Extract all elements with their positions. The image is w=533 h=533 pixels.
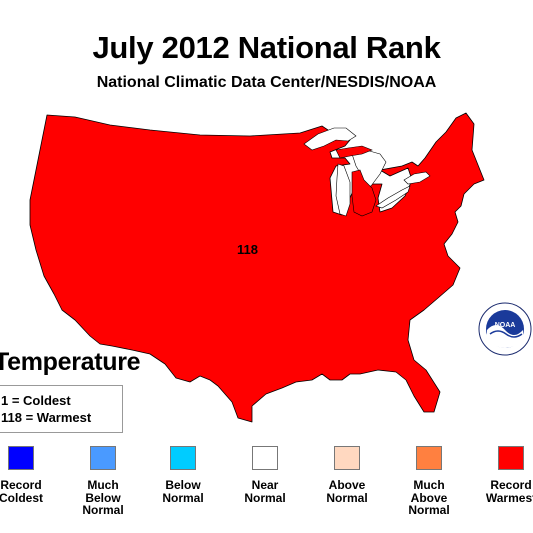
- legend-label: Below Normal: [162, 478, 204, 505]
- legend-item-record-warmest: Record Warmest: [466, 446, 533, 504]
- lake-michigan: [335, 163, 351, 217]
- legend-swatch: [90, 446, 116, 470]
- legend-label: Record Coldest: [0, 478, 43, 505]
- lake-ontario: [403, 171, 431, 185]
- legend-swatch: [416, 446, 442, 470]
- legend-label: Record Warmest: [485, 478, 533, 505]
- rank-key-box: 1 = Coldest 118 = Warmest: [0, 385, 123, 433]
- variable-heading: Temperature: [0, 348, 141, 376]
- national-rank-value: 118: [237, 242, 258, 257]
- map-title: July 2012 National Rank: [92, 30, 441, 65]
- map-subtitle: National Climatic Data Center/NESDIS/NOA…: [96, 74, 437, 91]
- legend-item-near-normal: Near Normal: [220, 446, 310, 504]
- lake-erie: [375, 185, 411, 209]
- legend-label: Much Below Normal: [82, 478, 124, 517]
- legend-item-much-below-normal: Much Below Normal: [58, 446, 148, 517]
- legend-swatch: [252, 446, 278, 470]
- noaa-logo-text: NOAA: [495, 322, 516, 329]
- legend-label: Much Above Normal: [408, 478, 450, 517]
- legend-item-below-normal: Below Normal: [138, 446, 228, 504]
- michigan-upper-peninsula: [335, 145, 373, 159]
- legend-item-above-normal: Above Normal: [302, 446, 392, 504]
- legend-swatch: [170, 446, 196, 470]
- legend-swatch: [498, 446, 524, 470]
- legend-item-record-coldest: Record Coldest: [0, 446, 66, 504]
- noaa-logo: NOAA: [478, 302, 532, 356]
- rank-key-warmest: 118 = Warmest: [1, 410, 92, 425]
- legend-label: Near Normal: [244, 478, 286, 505]
- legend-label: Above Normal: [326, 478, 368, 505]
- michigan-lower-peninsula: [351, 169, 377, 217]
- legend-item-much-above-normal: Much Above Normal: [384, 446, 474, 517]
- rank-key-coldest: 1 = Coldest: [1, 393, 71, 408]
- legend-swatch: [334, 446, 360, 470]
- legend-swatch: [8, 446, 34, 470]
- lake-superior: [303, 127, 357, 151]
